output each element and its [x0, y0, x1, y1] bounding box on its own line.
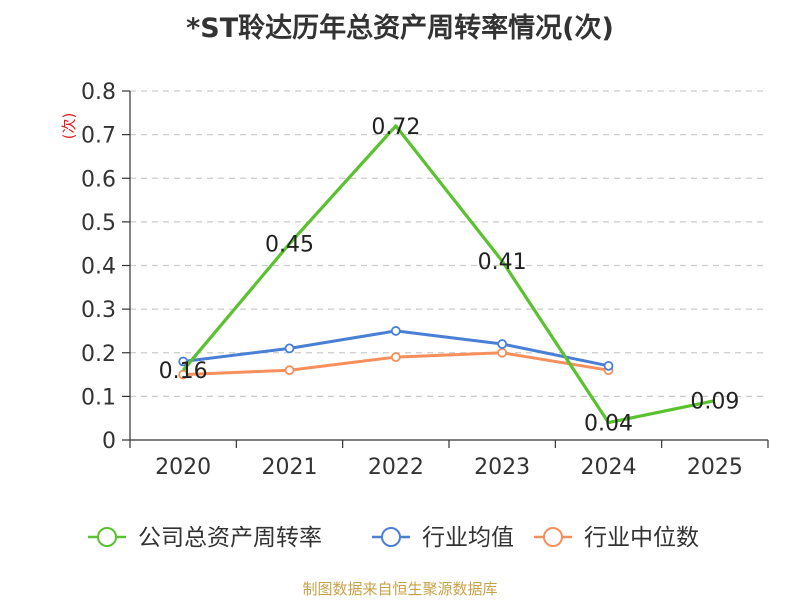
x-tick-label: 2025 — [687, 455, 743, 480]
legend-label: 公司总资产周转率 — [138, 525, 322, 551]
axes: 0 0.1 0.2 0.3 0.4 0.5 0.6 0.7 0.8 2020 2021 2022 202… — [60, 80, 769, 480]
x-tick-label: 2021 — [262, 455, 318, 480]
legend-marker — [381, 527, 401, 547]
y-tick-label: 0.1 — [81, 385, 116, 410]
legend-label: 行业均值 — [422, 525, 514, 551]
x-tick-label: 2024 — [581, 455, 637, 480]
x-tick-label: 2023 — [474, 455, 530, 480]
y-axis-label: (次) — [60, 113, 78, 140]
data-label: 0.45 — [265, 233, 314, 258]
y-tick-label: 0 — [102, 429, 116, 454]
legend: 公司总资产周转率 行业均值 行业中位数 — [88, 525, 699, 551]
chart-title: *ST聆达历年总资产周转率情况(次) — [186, 13, 614, 44]
data-point — [178, 369, 189, 380]
data-point — [497, 339, 508, 349]
legend-marker — [543, 527, 563, 547]
y-tick-label: 0.7 — [81, 124, 116, 149]
source-note: 制图数据来自恒生聚源数据库 — [302, 580, 498, 598]
data-point — [603, 360, 614, 371]
series-lines — [178, 124, 716, 425]
data-point — [284, 365, 295, 376]
data-label: 0.41 — [478, 250, 527, 275]
data-point — [390, 352, 401, 363]
data-label: 0.72 — [371, 115, 420, 140]
data-point — [390, 326, 401, 336]
legend-item-1: 行业均值 — [372, 525, 514, 551]
series-line-0 — [181, 124, 716, 425]
data-labels: 0.16 0.45 0.72 0.41 0.04 0.09 — [159, 115, 740, 437]
data-point — [497, 347, 508, 358]
data-label: 0.09 — [690, 390, 739, 415]
gridlines — [130, 90, 768, 397]
legend-marker — [97, 527, 117, 547]
x-tick-label: 2022 — [368, 455, 424, 480]
y-tick-label: 0.5 — [81, 211, 116, 236]
data-label: 0.16 — [159, 359, 208, 384]
legend-item-0: 公司总资产周转率 — [88, 525, 322, 551]
y-tick-label: 0.2 — [81, 342, 116, 367]
x-tick-label: 2020 — [155, 455, 211, 480]
legend-label: 行业中位数 — [584, 525, 699, 551]
y-tick-label: 0.6 — [81, 167, 116, 192]
data-label: 0.04 — [584, 412, 633, 437]
y-tick-label: 0.8 — [81, 80, 116, 105]
data-point — [178, 356, 189, 367]
legend-item-2: 行业中位数 — [534, 525, 699, 551]
y-tick-label: 0.4 — [81, 255, 116, 280]
data-point — [284, 343, 295, 354]
y-tick-label: 0.3 — [81, 298, 116, 323]
